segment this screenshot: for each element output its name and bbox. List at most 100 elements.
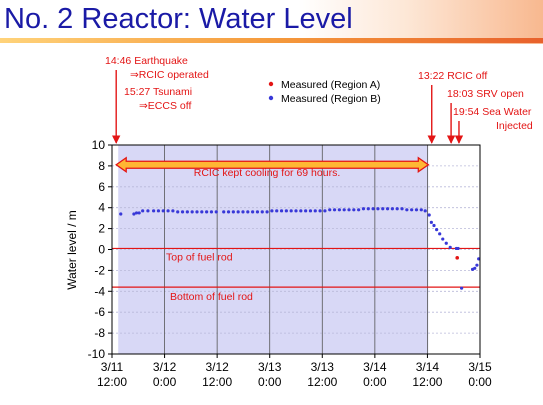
y-tick-label: 10 [92, 138, 106, 152]
event-label: 14:46 Earthquake [105, 55, 188, 67]
bottom-of-fuel-rod-label: Bottom of fuel rod [170, 291, 253, 303]
y-tick-label: 8 [98, 159, 105, 173]
y-tick-labels: 10 8 6 4 2 0 -2 -4 -6 -8 -10 [88, 138, 106, 361]
y-tick-label: 4 [98, 201, 105, 215]
x-tick-label-date: 3/12 [205, 360, 229, 374]
x-tick-label-date: 3/14 [363, 360, 387, 374]
data-point-region-b [427, 213, 431, 217]
data-point-region-b [435, 228, 439, 232]
event-label: ⇒RCIC operated [130, 69, 209, 81]
legend: Measured (Region A) Measured (Region B) [268, 79, 381, 105]
data-point-region-b [299, 209, 303, 213]
data-point-region-b [260, 210, 264, 214]
data-point-region-b [371, 207, 375, 211]
data-point-region-b [241, 210, 245, 214]
rcic-arrow-label: RCIC kept cooling for 69 hours. [194, 167, 341, 179]
data-point-region-b [423, 209, 427, 213]
event-label: 19:54 Sea Water [453, 106, 532, 118]
data-point-region-b [381, 207, 385, 211]
event-label: 15:27 Tsunami [124, 86, 192, 98]
data-point-region-b [161, 209, 165, 213]
data-point-region-b [200, 210, 204, 214]
data-point-region-b [146, 209, 150, 213]
data-point-region-b [265, 210, 269, 214]
data-point-region-b [137, 211, 141, 215]
data-point-region-b [255, 210, 260, 214]
data-point-region-b [226, 210, 231, 214]
data-point-region-b [429, 220, 433, 224]
data-point-region-b [289, 209, 293, 213]
data-point-region-b [166, 209, 170, 213]
data-point-region-b [448, 245, 452, 250]
data-point-region-b [323, 209, 327, 213]
y-tick-label: -4 [94, 284, 105, 298]
rcic-double-arrow [115, 156, 430, 173]
data-point-region-b [132, 212, 136, 216]
data-point-region-b [347, 208, 351, 212]
x-tick-label-date: 3/13 [258, 360, 282, 374]
data-point-region-b [342, 208, 346, 212]
x-tick-label-time: 12:00 [97, 375, 127, 389]
x-tick-label-date: 3/12 [153, 360, 177, 374]
data-point-region-b [328, 208, 332, 212]
x-tick-label-time: 0:00 [153, 375, 177, 389]
data-point-region-b [236, 210, 240, 214]
y-tick-label: -8 [94, 326, 105, 340]
data-point-region-b [119, 212, 123, 216]
legend-marker [268, 81, 274, 87]
data-point-region-b [308, 209, 313, 213]
y-tick-label: -6 [94, 305, 105, 319]
x-tick-label-time: 0:00 [258, 375, 282, 389]
y-tick-label: 2 [98, 222, 105, 236]
data-point-region-b [460, 286, 464, 290]
data-point-region-b [185, 210, 189, 214]
data-point-region-b [222, 210, 226, 214]
data-point-region-b [209, 210, 214, 214]
data-point-region-b [205, 210, 209, 214]
data-point-region-b [214, 210, 218, 214]
data-point-region-b [270, 209, 274, 213]
data-point-region-b [156, 209, 161, 213]
y-tick-label: 6 [98, 180, 105, 194]
data-point-region-b [294, 209, 298, 213]
data-point-region-b [400, 207, 404, 211]
legend-marker [268, 95, 274, 101]
data-point-region-b [395, 207, 399, 211]
data-point-region-b [475, 263, 479, 267]
data-point-region-b [180, 210, 185, 214]
data-point-region-b [337, 208, 341, 212]
data-point-region-b [190, 210, 194, 214]
data-point-region-b [357, 208, 361, 212]
data-point-region-b [332, 208, 337, 212]
data-points [119, 207, 481, 290]
x-tick-label-date: 3/13 [311, 360, 335, 374]
data-point-region-b [231, 210, 235, 214]
data-point-region-b [279, 209, 284, 213]
x-tick-label-date: 3/11 [101, 360, 124, 374]
data-point-region-b [385, 207, 390, 211]
event-annotations: 14:46 Earthquake ⇒RCIC operated 15:27 Tsun… [105, 55, 533, 144]
data-point-region-b [304, 209, 308, 213]
data-point-region-b [441, 237, 445, 241]
event-label: 13:22 RCIC off [418, 70, 487, 82]
data-point-region-b [477, 257, 481, 261]
y-axis-label: Water level / m [65, 210, 79, 290]
data-point-region-b [251, 210, 255, 214]
data-point-region-b [152, 209, 156, 213]
x-tick-label-date: 3/14 [416, 360, 440, 374]
top-of-fuel-rod-label: Top of fuel rod [166, 251, 233, 263]
data-point-region-b [361, 207, 366, 211]
x-tick-label-date: 3/15 [468, 360, 492, 374]
data-point-region-b [473, 266, 477, 270]
title-rule [0, 38, 543, 43]
event-label: Injected [496, 120, 533, 132]
data-point-region-b [390, 207, 394, 211]
event-label: 18:03 SRV open [447, 88, 524, 100]
y-tick-label: -2 [94, 263, 105, 277]
legend-label: Measured (Region A) [281, 79, 380, 91]
x-tick-label-time: 12:00 [307, 375, 337, 389]
data-point-region-b [444, 241, 448, 245]
event-label: ⇒ECCS off [139, 100, 191, 112]
data-point-region-b [141, 209, 145, 213]
x-tick-label-time: 0:00 [468, 375, 492, 389]
